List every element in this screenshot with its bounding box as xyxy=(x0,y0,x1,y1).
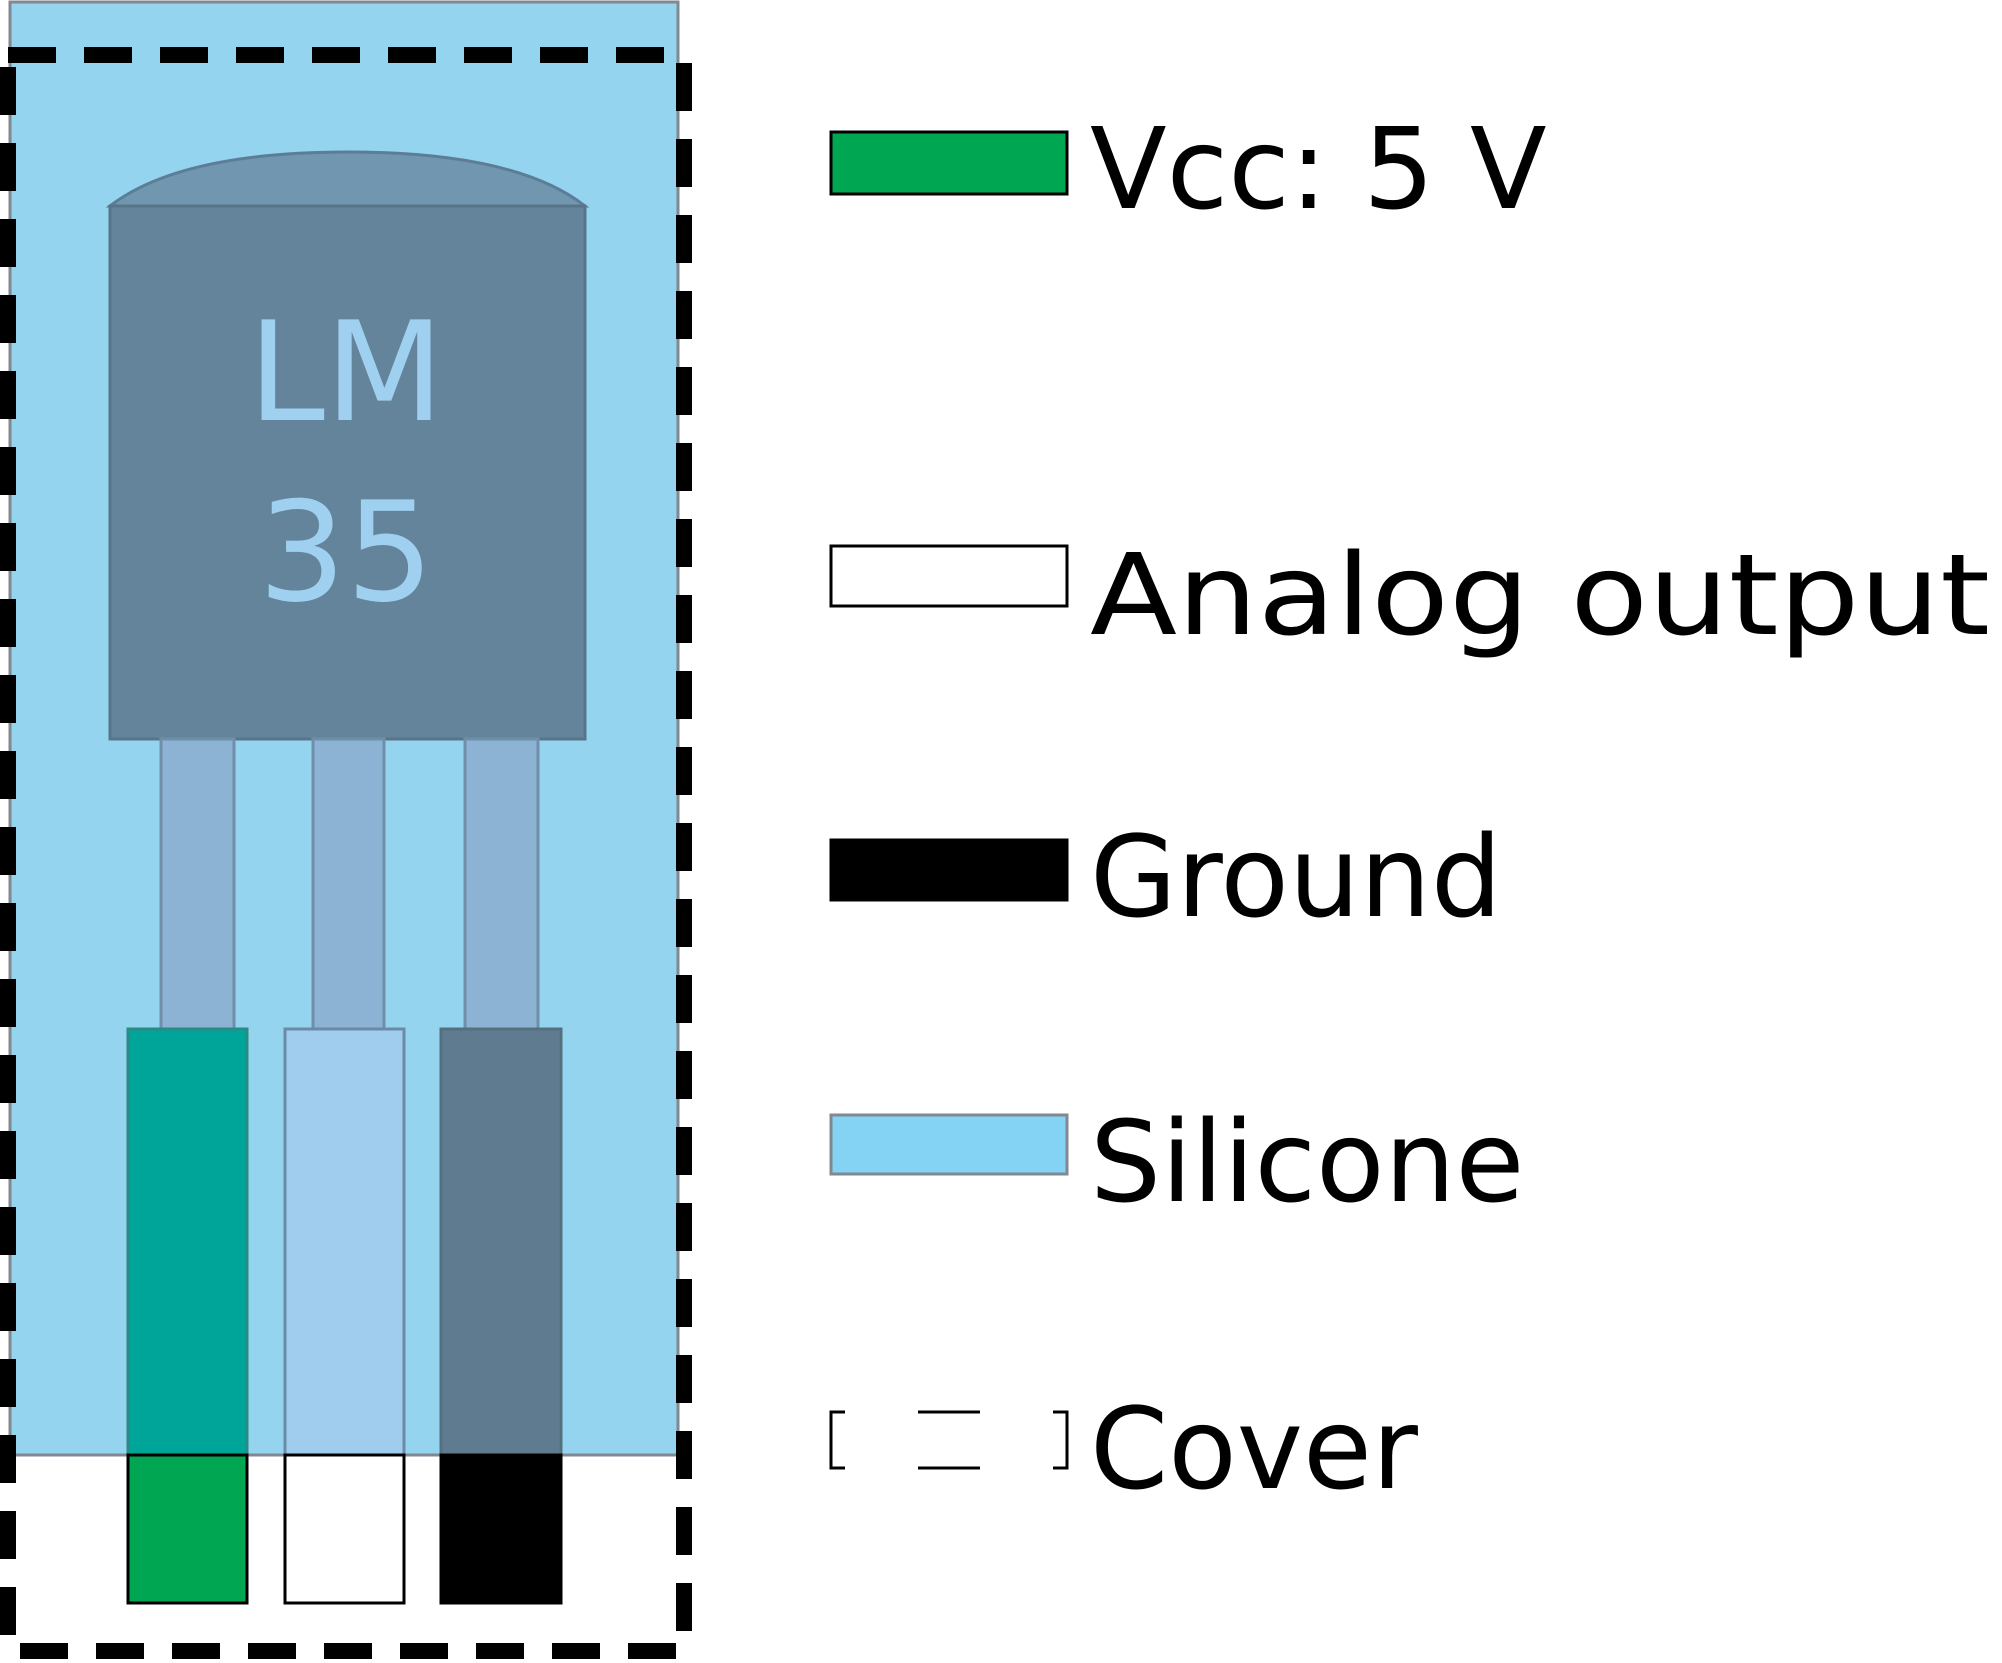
pin-vcc xyxy=(159,737,236,1031)
legend-label-cover: Cover xyxy=(1090,1385,1419,1515)
wire-analog-exposed xyxy=(283,1453,406,1605)
wire-vcc-in-silicone xyxy=(126,1027,249,1457)
pin-ground xyxy=(463,737,540,1031)
wire-analog-in-silicone xyxy=(283,1027,406,1457)
pin-analog xyxy=(311,737,386,1031)
legend-swatch-cover xyxy=(829,1410,1069,1470)
legend-swatch-vcc xyxy=(829,130,1069,196)
chip-label-line2: 35 xyxy=(258,472,434,633)
wire-vcc-exposed xyxy=(126,1453,249,1605)
legend-swatch-silicone xyxy=(829,1113,1069,1176)
wire-ground-in-silicone xyxy=(439,1027,563,1457)
legend-label-vcc: Vcc: 5 V xyxy=(1090,105,1547,235)
legend-swatch-analog xyxy=(829,544,1069,608)
chip-cap xyxy=(105,150,590,208)
legend-swatch-ground xyxy=(829,838,1069,902)
wire-ground-exposed xyxy=(439,1453,563,1605)
legend: Vcc: 5 V Analog output Ground Silicone C… xyxy=(829,105,1990,1515)
legend-label-analog: Analog output xyxy=(1090,531,1990,661)
legend-label-ground: Ground xyxy=(1090,813,1502,943)
cover-outline xyxy=(0,47,692,1659)
legend-label-silicone: Silicone xyxy=(1090,1098,1524,1228)
chip-label-line1: LM xyxy=(248,292,444,453)
